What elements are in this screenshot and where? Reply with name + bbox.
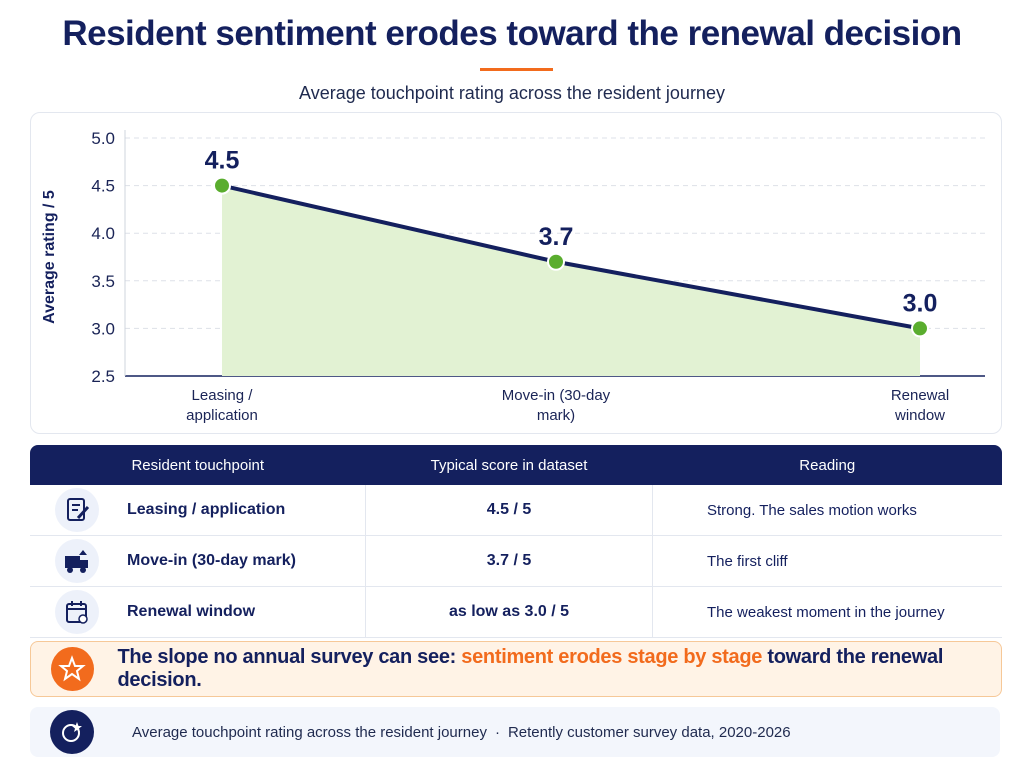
title-rule <box>480 68 553 71</box>
y-tick-label: 4.0 <box>91 224 115 243</box>
column-header: Typical score in dataset <box>365 445 653 485</box>
title: Resident sentiment erodes toward the ren… <box>62 14 962 53</box>
icon <box>55 488 99 532</box>
x-tick-label: Renewal window <box>890 387 950 424</box>
area <box>222 185 920 376</box>
point <box>911 319 929 338</box>
point <box>213 176 231 195</box>
footer-source: Retently customer survey data, 2020-2026 <box>507 723 791 741</box>
chart: 2.5 3.0 3.5 4.0 4.5 5.0 Average rating / 5 4.5 3… <box>41 129 985 386</box>
y-tick-label: 3.5 <box>91 272 115 291</box>
y-tick-label: 5.0 <box>91 129 115 148</box>
callout: The slope no annual survey can see: sent… <box>30 641 1002 697</box>
column-header: Reading <box>652 445 1002 485</box>
cell: 3.7 / 5 <box>365 535 653 587</box>
y-tick-label: 2.5 <box>91 367 115 386</box>
cell: 4.5 / 5 <box>365 485 653 536</box>
cell: Renewal window <box>127 603 256 620</box>
cell: The first cliff <box>652 535 1002 587</box>
star-icon <box>51 647 94 691</box>
table: Resident touchpoint Typical score in dat… <box>30 445 1002 638</box>
footer-caption: Average touchpoint rating across the res… <box>132 723 487 741</box>
y-tick-label: 3.0 <box>91 319 115 338</box>
cell: Leasing / application <box>127 501 286 518</box>
callout-highlight: sentiment erodes stage by stage <box>461 646 763 668</box>
value-label: 4.5 <box>205 147 240 175</box>
chart-card <box>30 112 1002 434</box>
footer: Average touchpoint rating across the res… <box>30 707 1000 757</box>
x-tick-label: Move-in (30-day mark) <box>501 387 611 424</box>
column-header: Resident touchpoint <box>30 445 366 485</box>
footer-separator: · <box>494 723 500 741</box>
subtitle: Average touchpoint rating across the res… <box>299 83 725 103</box>
point <box>547 252 565 271</box>
cell: Strong. The sales motion works <box>652 485 1002 536</box>
footer-icon <box>50 710 94 754</box>
icon <box>55 539 99 583</box>
value-label: 3.0 <box>903 289 938 317</box>
value-label: 3.7 <box>539 223 574 251</box>
callout-tail: toward the renewal decision. <box>117 646 944 691</box>
cell: The weakest moment in the journey <box>652 586 1002 638</box>
cell: Move-in (30-day mark) <box>127 552 296 569</box>
y-tick-label: 4.5 <box>91 177 115 196</box>
callout-lead: The slope no annual survey can see: <box>117 646 462 668</box>
cell: as low as 3.0 / 5 <box>365 586 653 638</box>
icon <box>55 590 99 634</box>
x-tick-label: Leasing / application <box>186 387 258 424</box>
y-axis-label: Average rating / 5 <box>41 190 58 324</box>
